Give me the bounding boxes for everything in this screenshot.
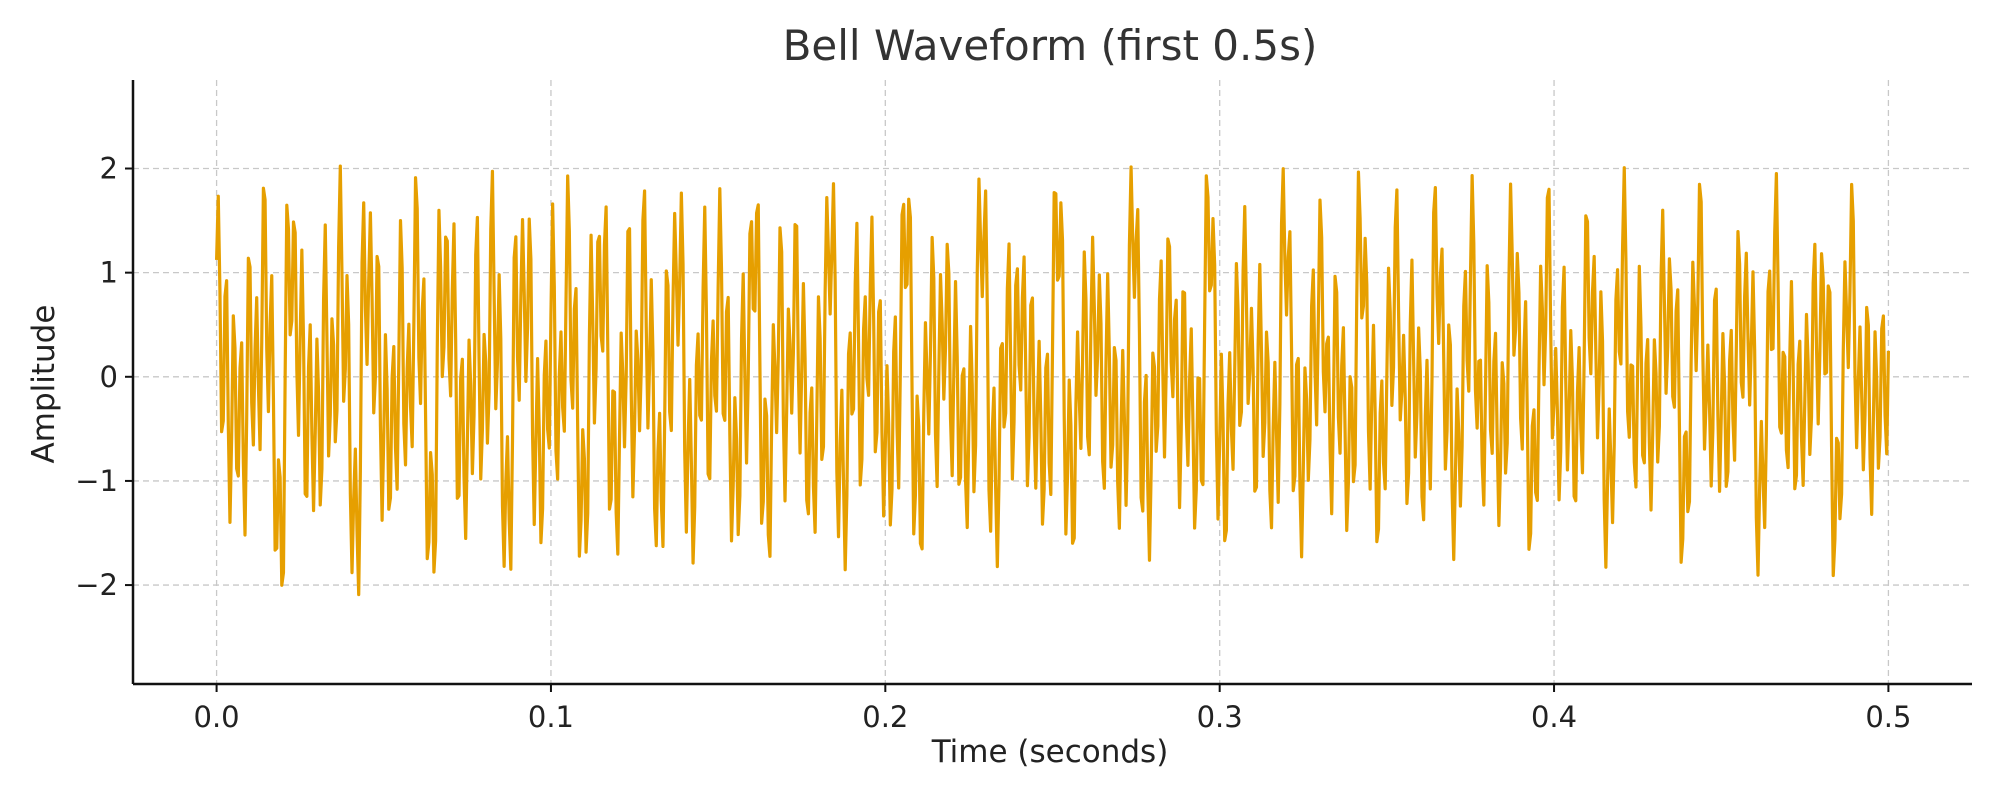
- y-axis-label: Amplitude: [26, 305, 62, 464]
- y-axis-ticks: −2 −1 0 1 2: [75, 152, 133, 602]
- x-tick-label: 0.3: [1197, 700, 1243, 734]
- y-tick-label: −2: [75, 568, 118, 602]
- series-line: [214, 164, 1891, 597]
- x-tick-label: 0.2: [862, 700, 908, 734]
- x-tick-label: 0.0: [194, 700, 240, 734]
- y-tick-label: −1: [75, 464, 118, 498]
- y-tick-label: 2: [100, 152, 118, 186]
- y-tick-label: 1: [100, 256, 118, 290]
- x-axis-label: Time (seconds): [931, 734, 1169, 770]
- y-tick-label: 0: [100, 360, 118, 394]
- chart-title: Bell Waveform (first 0.5s): [783, 21, 1318, 70]
- axes: [131, 80, 1972, 686]
- x-tick-label: 0.1: [528, 700, 574, 734]
- x-tick-label: 0.4: [1531, 700, 1577, 734]
- x-tick-label: 0.5: [1865, 700, 1911, 734]
- x-axis-ticks: 0.0 0.1 0.2 0.3 0.4 0.5: [194, 684, 1911, 734]
- series-layer: [214, 164, 1891, 597]
